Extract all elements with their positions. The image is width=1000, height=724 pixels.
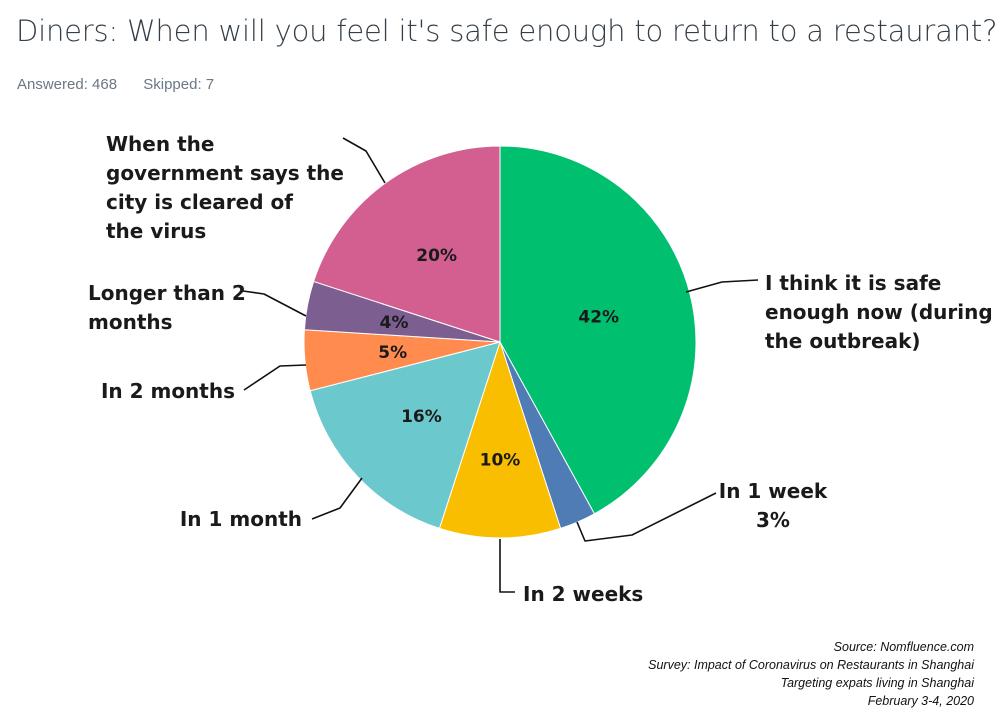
leader-line — [576, 492, 717, 542]
slice-value-label: 42% — [578, 308, 619, 328]
pie-slice-7 — [312, 145, 501, 343]
leader-line — [242, 290, 307, 317]
pie-slice-4 — [309, 341, 501, 530]
slice-value-label: 5% — [378, 343, 407, 363]
source-note: Source: Nomfluence.com Survey: Impact of… — [648, 638, 974, 710]
leader-line — [685, 279, 759, 293]
slice-category-label: I think it is safe enough now (during the … — [765, 271, 993, 353]
slice-category-label: Longer than 2 months — [88, 281, 246, 334]
slice-category-label: When the government says the city is clear… — [106, 132, 344, 243]
slice-category-label: In 2 months — [101, 379, 235, 403]
pie-slice-1 — [499, 145, 697, 515]
leader-line — [243, 364, 307, 391]
response-stats: Answered: 468 Skipped: 7 — [17, 76, 236, 93]
leader-line — [499, 539, 515, 593]
slice-value-label: 4% — [380, 313, 409, 333]
slice-category-label: In 1 month — [180, 507, 302, 531]
pie-slice-3 — [438, 340, 562, 539]
skipped-count: Skipped: 7 — [143, 76, 215, 93]
date-line: February 3-4, 2020 — [867, 694, 974, 708]
leader-line — [311, 477, 363, 520]
survey-line: Survey: Impact of Coronavirus on Restaur… — [648, 658, 974, 672]
leader-line — [342, 137, 386, 184]
slice-category-label: In 2 weeks — [523, 582, 643, 606]
slice-value-label: 10% — [480, 451, 521, 471]
source-line: Source: Nomfluence.com — [833, 640, 974, 654]
target-line: Targeting expats living in Shanghai — [780, 676, 974, 690]
answered-count: Answered: 468 — [17, 76, 118, 93]
slice-value-label: 20% — [416, 246, 457, 266]
chart-title: Diners: When will you feel it's safe eno… — [16, 14, 998, 48]
slice-value-label: 16% — [401, 407, 442, 427]
slice-category-label: In 1 week 3% — [719, 479, 828, 532]
